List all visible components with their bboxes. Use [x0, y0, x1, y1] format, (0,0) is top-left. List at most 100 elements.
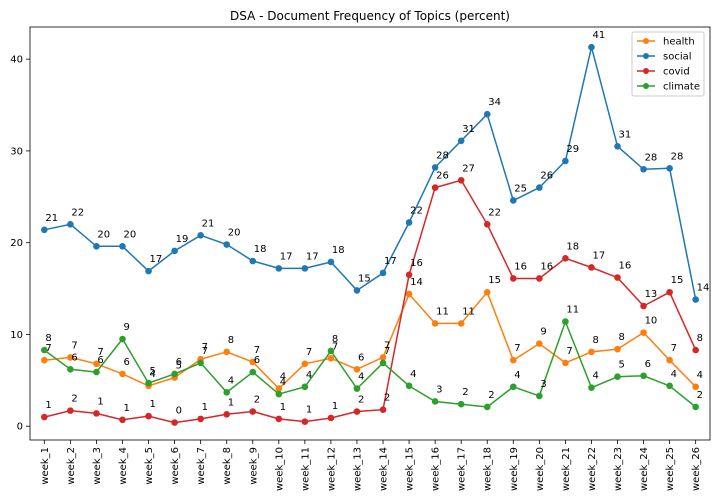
data-point-social — [197, 232, 204, 239]
data-point-social — [562, 157, 569, 165]
data-label-climate: 7 — [202, 346, 208, 357]
data-point-covid — [614, 274, 621, 281]
data-point-covid — [588, 264, 595, 271]
data-point-climate — [301, 383, 309, 391]
data-point-social — [353, 287, 361, 294]
x-tick-label: week_13 — [352, 447, 363, 491]
x-tick-label: week_9 — [248, 447, 259, 485]
data-label-covid: 1 — [123, 403, 129, 414]
data-label-covid: 16 — [540, 261, 553, 272]
data-label-climate: 8 — [332, 334, 338, 345]
data-point-climate — [353, 385, 361, 392]
data-point-covid — [405, 271, 413, 279]
data-label-health: 10 — [645, 316, 658, 327]
data-point-covid — [197, 415, 204, 423]
data-label-climate: 2 — [488, 390, 494, 401]
data-label-social: 21 — [202, 218, 215, 229]
data-point-climate — [93, 368, 100, 376]
data-point-climate — [509, 383, 517, 391]
data-point-covid — [640, 302, 647, 310]
data-point-health — [588, 348, 595, 356]
data-point-social — [93, 243, 100, 250]
data-label-covid: 13 — [645, 289, 658, 300]
series-line-covid — [44, 179, 697, 424]
data-label-climate: 9 — [123, 322, 129, 333]
data-label-climate: 4 — [280, 377, 286, 388]
y-tick-label: 30 — [10, 146, 23, 157]
data-label-climate: 4 — [592, 371, 598, 382]
data-label-health: 9 — [540, 327, 546, 338]
data-point-health — [301, 360, 309, 368]
data-point-covid — [223, 411, 231, 418]
data-label-climate: 4 — [671, 369, 677, 380]
data-label-social: 17 — [280, 251, 293, 262]
data-label-climate: 5 — [150, 366, 156, 377]
data-point-covid — [431, 184, 439, 191]
data-point-covid — [327, 414, 335, 422]
data-point-health — [223, 348, 231, 356]
series-line-social — [44, 47, 697, 300]
data-label-climate: 6 — [176, 357, 182, 368]
data-label-covid: 16 — [619, 261, 632, 272]
data-label-covid: 8 — [697, 333, 703, 344]
data-point-health — [119, 370, 126, 378]
legend-marker-covid — [643, 68, 649, 74]
data-point-climate — [67, 366, 74, 373]
data-point-social — [483, 110, 491, 118]
data-label-covid: 1 — [202, 402, 208, 413]
data-point-covid — [67, 407, 74, 414]
data-point-covid — [171, 419, 178, 426]
data-point-climate — [275, 390, 283, 398]
data-point-social — [431, 164, 439, 171]
legend-label-health: health — [663, 37, 695, 48]
data-point-health — [67, 354, 74, 361]
data-point-social — [457, 137, 465, 145]
data-point-social — [379, 269, 387, 277]
data-label-covid: 17 — [592, 250, 605, 261]
data-label-social: 28 — [436, 150, 449, 161]
data-label-health: 11 — [462, 306, 475, 317]
data-point-covid — [483, 221, 491, 228]
data-label-social: 17 — [150, 254, 163, 265]
legend-marker-health — [643, 38, 649, 44]
data-label-climate: 4 — [228, 375, 234, 386]
data-label-health: 15 — [488, 275, 501, 286]
data-point-health — [457, 320, 465, 327]
data-point-health — [483, 288, 491, 296]
data-point-health — [275, 385, 283, 392]
data-point-climate — [379, 359, 387, 367]
data-label-social: 34 — [488, 97, 501, 108]
series-social: 21 22 20 20 17 19 21 20 18 17 17 18 15 17 22 28 31 34 25 26… — [41, 30, 709, 303]
legend-label-covid: covid — [663, 67, 690, 78]
data-label-social: 29 — [566, 144, 579, 155]
data-label-social: 17 — [306, 251, 319, 262]
legend-label-social: social — [663, 52, 692, 63]
data-label-covid: 1 — [280, 402, 286, 413]
data-point-social — [223, 241, 231, 248]
x-tick-label: week_8 — [222, 447, 233, 485]
data-label-climate: 11 — [566, 305, 579, 316]
x-tick-label: week_12 — [326, 447, 337, 491]
data-point-climate — [640, 372, 647, 380]
data-point-social — [614, 143, 621, 150]
data-point-climate — [483, 403, 491, 411]
legend-marker-climate — [643, 83, 649, 89]
data-point-health — [379, 354, 387, 361]
data-label-social: 31 — [619, 129, 632, 140]
data-point-social — [275, 265, 283, 272]
data-label-covid: 16 — [410, 258, 423, 269]
data-label-health: 8 — [228, 335, 234, 346]
chart-title: DSA - Document Frequency of Topics (perc… — [230, 9, 510, 23]
data-label-covid: 18 — [566, 241, 579, 252]
data-label-social: 31 — [462, 124, 475, 135]
data-point-social — [41, 226, 48, 234]
data-point-climate — [457, 400, 465, 408]
data-label-social: 14 — [697, 283, 710, 294]
data-label-climate: 6 — [645, 359, 651, 370]
x-tick-label: week_25 — [665, 447, 676, 491]
